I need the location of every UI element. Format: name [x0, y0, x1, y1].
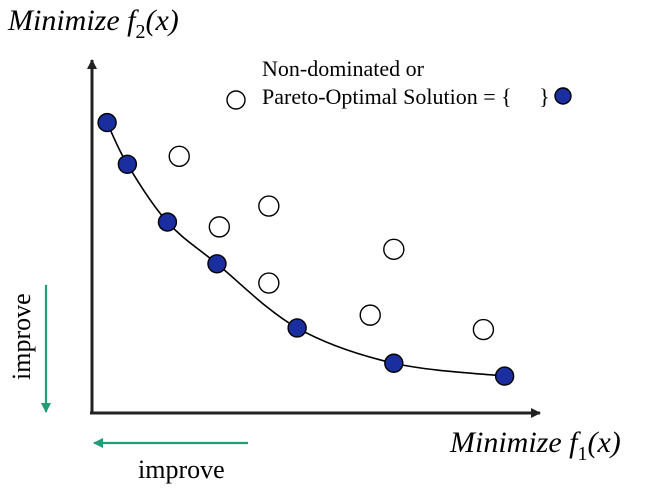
x-axis-title-prefix: Minimize — [449, 426, 569, 459]
pareto-point-5 — [287, 318, 307, 338]
legend-hollow-circle-icon — [226, 90, 246, 110]
dominated-point-6 — [383, 238, 405, 261]
pareto-point-7 — [494, 366, 515, 386]
improve-horizontal-label: improve — [138, 455, 225, 484]
dominated-solutions — [168, 145, 495, 341]
y-axis-title-arg: (x) — [146, 4, 179, 37]
dominated-point-4 — [258, 272, 280, 294]
legend-line-2-suffix: } — [539, 84, 550, 109]
pareto-point-2 — [117, 154, 138, 174]
legend-line-2-prefix: Pareto-Optimal Solution = { — [262, 84, 512, 109]
dominated-point-2 — [258, 195, 280, 217]
x-axis-title-arg: (x) — [588, 426, 621, 459]
dominated-point-7 — [472, 318, 495, 341]
legend-pareto-icon — [554, 87, 572, 105]
pareto-point-4 — [207, 254, 227, 274]
dominated-point-3 — [208, 216, 231, 238]
pareto-optimal-solutions — [97, 112, 515, 386]
pareto-point-6 — [384, 353, 404, 373]
y-axis-title-prefix: Minimize — [7, 4, 127, 37]
x-axis-title: Minimize f1(x) — [449, 426, 621, 465]
legend-line-1: Non-dominated or — [262, 56, 425, 81]
improve-vertical-label: improve — [7, 293, 36, 380]
pareto-point-3 — [157, 212, 178, 232]
x-axis-title-sub: 1 — [578, 443, 588, 465]
dominated-point-5 — [359, 304, 381, 326]
dominated-point-1 — [168, 145, 190, 167]
y-axis-title-sub: 2 — [136, 21, 146, 43]
y-axis-title: Minimize f2(x) — [7, 4, 179, 43]
pareto-point-1 — [97, 112, 117, 133]
pareto-front-curve — [106, 122, 505, 377]
legend-line-2: Pareto-Optimal Solution = { } — [262, 84, 550, 109]
